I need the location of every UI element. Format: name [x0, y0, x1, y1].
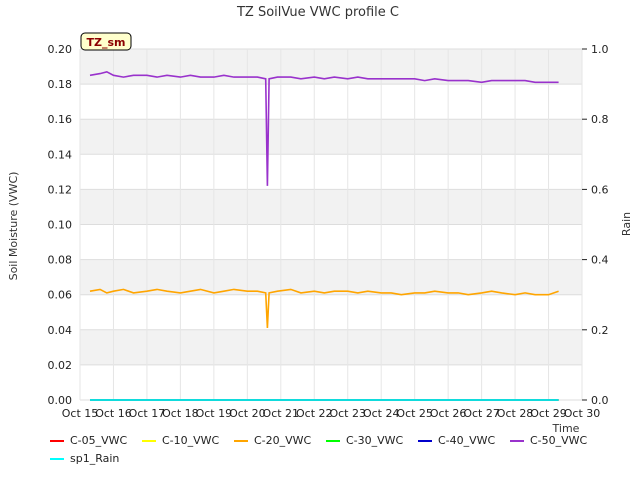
x-tick-label: Oct 17 — [129, 407, 166, 420]
series-line-C-20_VWC — [89, 288, 559, 329]
legend-label: C-20_VWC — [254, 434, 312, 447]
legend-label: C-05_VWC — [70, 434, 128, 447]
y-tick-label: 0.00 — [48, 394, 73, 407]
annotation-box: TZ_sm — [80, 32, 132, 51]
x-tick-label: Oct 29 — [530, 407, 567, 420]
annotation-background — [80, 32, 132, 51]
legend-item: C-05_VWC — [50, 434, 127, 447]
y2-axis-ticks: 0.0 0.2 0.4 0.6 0.8 1.0 — [582, 43, 609, 407]
background-band — [80, 154, 582, 190]
legend-swatch — [50, 439, 64, 442]
series-lines — [89, 70, 559, 401]
y-axis-ticks: 0.00 0.02 0.04 0.06 0.08 0.10 0.12 0.14 0.16 0.18… — [48, 43, 73, 407]
background-band — [80, 329, 582, 365]
legend-item: C-30_VWC — [326, 434, 403, 447]
y-axis-label: Soil Moisture (VWC) — [7, 172, 20, 281]
legend-swatch — [418, 439, 432, 442]
y2-tick-label: 1.0 — [591, 43, 609, 56]
y2-tick-label: 0.6 — [591, 183, 609, 196]
x-tick-label: Oct 30 — [564, 407, 601, 420]
y-tick-label: 0.08 — [48, 254, 73, 267]
legend-label: C-30_VWC — [346, 434, 404, 447]
x-tick-label: Oct 20 — [229, 407, 266, 420]
legend-swatch — [234, 439, 248, 442]
legend-swatch — [326, 439, 340, 442]
legend-label: sp1_Rain — [70, 452, 120, 465]
background-band — [80, 84, 582, 120]
legend-label: C-10_VWC — [162, 434, 220, 447]
background-band — [80, 189, 582, 225]
y-tick-label: 0.14 — [48, 148, 73, 161]
x-tick-label: Oct 26 — [430, 407, 467, 420]
background-band — [80, 49, 582, 85]
legend-item: C-50_VWC — [510, 434, 587, 447]
x-tick-label: Oct 21 — [263, 407, 300, 420]
y2-tick-label: 0.4 — [591, 254, 609, 267]
y2-axis-label: Rain — [620, 212, 633, 236]
series-line-C-50_VWC — [89, 70, 559, 186]
legend-item: C-10_VWC — [142, 434, 219, 447]
y-tick-label: 0.02 — [48, 359, 73, 372]
x-tick-label: Oct 28 — [497, 407, 534, 420]
x-tick-label: Oct 27 — [463, 407, 500, 420]
x-tick-label: Oct 16 — [95, 407, 132, 420]
chart-title: TZ SoilVue VWC profile C — [236, 5, 399, 20]
y-tick-label: 0.10 — [48, 219, 73, 232]
y-tick-label: 0.12 — [48, 183, 73, 196]
legend-label: C-50_VWC — [530, 434, 588, 447]
x-tick-label: Oct 22 — [296, 407, 333, 420]
y-tick-label: 0.04 — [48, 324, 73, 337]
background-band — [80, 224, 582, 260]
x-tick-label: Oct 19 — [196, 407, 233, 420]
legend-swatch — [510, 439, 524, 442]
y2-tick-label: 0.2 — [591, 324, 609, 337]
y-tick-label: 0.06 — [48, 289, 73, 302]
legend-swatch — [50, 457, 64, 460]
x-tick-label: Oct 15 — [62, 407, 99, 420]
x-tick-label: Oct 25 — [396, 407, 433, 420]
x-tick-label: Oct 24 — [363, 407, 400, 420]
background-band — [80, 259, 582, 295]
legend-item: C-40_VWC — [418, 434, 495, 447]
x-tick-label: Oct 18 — [162, 407, 199, 420]
x-axis-label: Time — [552, 422, 580, 435]
legend-item: sp1_Rain — [50, 452, 119, 465]
legend-item: C-20_VWC — [234, 434, 311, 447]
y-tick-label: 0.18 — [48, 78, 73, 91]
background-band — [80, 364, 582, 400]
y2-tick-label: 0.8 — [591, 113, 609, 126]
background-band — [80, 294, 582, 330]
y-tick-label: 0.20 — [48, 43, 73, 56]
annotation-label: TZ_sm — [87, 36, 126, 49]
y2-tick-label: 0.0 — [591, 394, 609, 407]
legend-swatch — [142, 439, 156, 442]
legend-label: C-40_VWC — [438, 434, 496, 447]
y-tick-label: 0.16 — [48, 113, 73, 126]
x-tick-label: Oct 23 — [329, 407, 366, 420]
background-band — [80, 119, 582, 155]
